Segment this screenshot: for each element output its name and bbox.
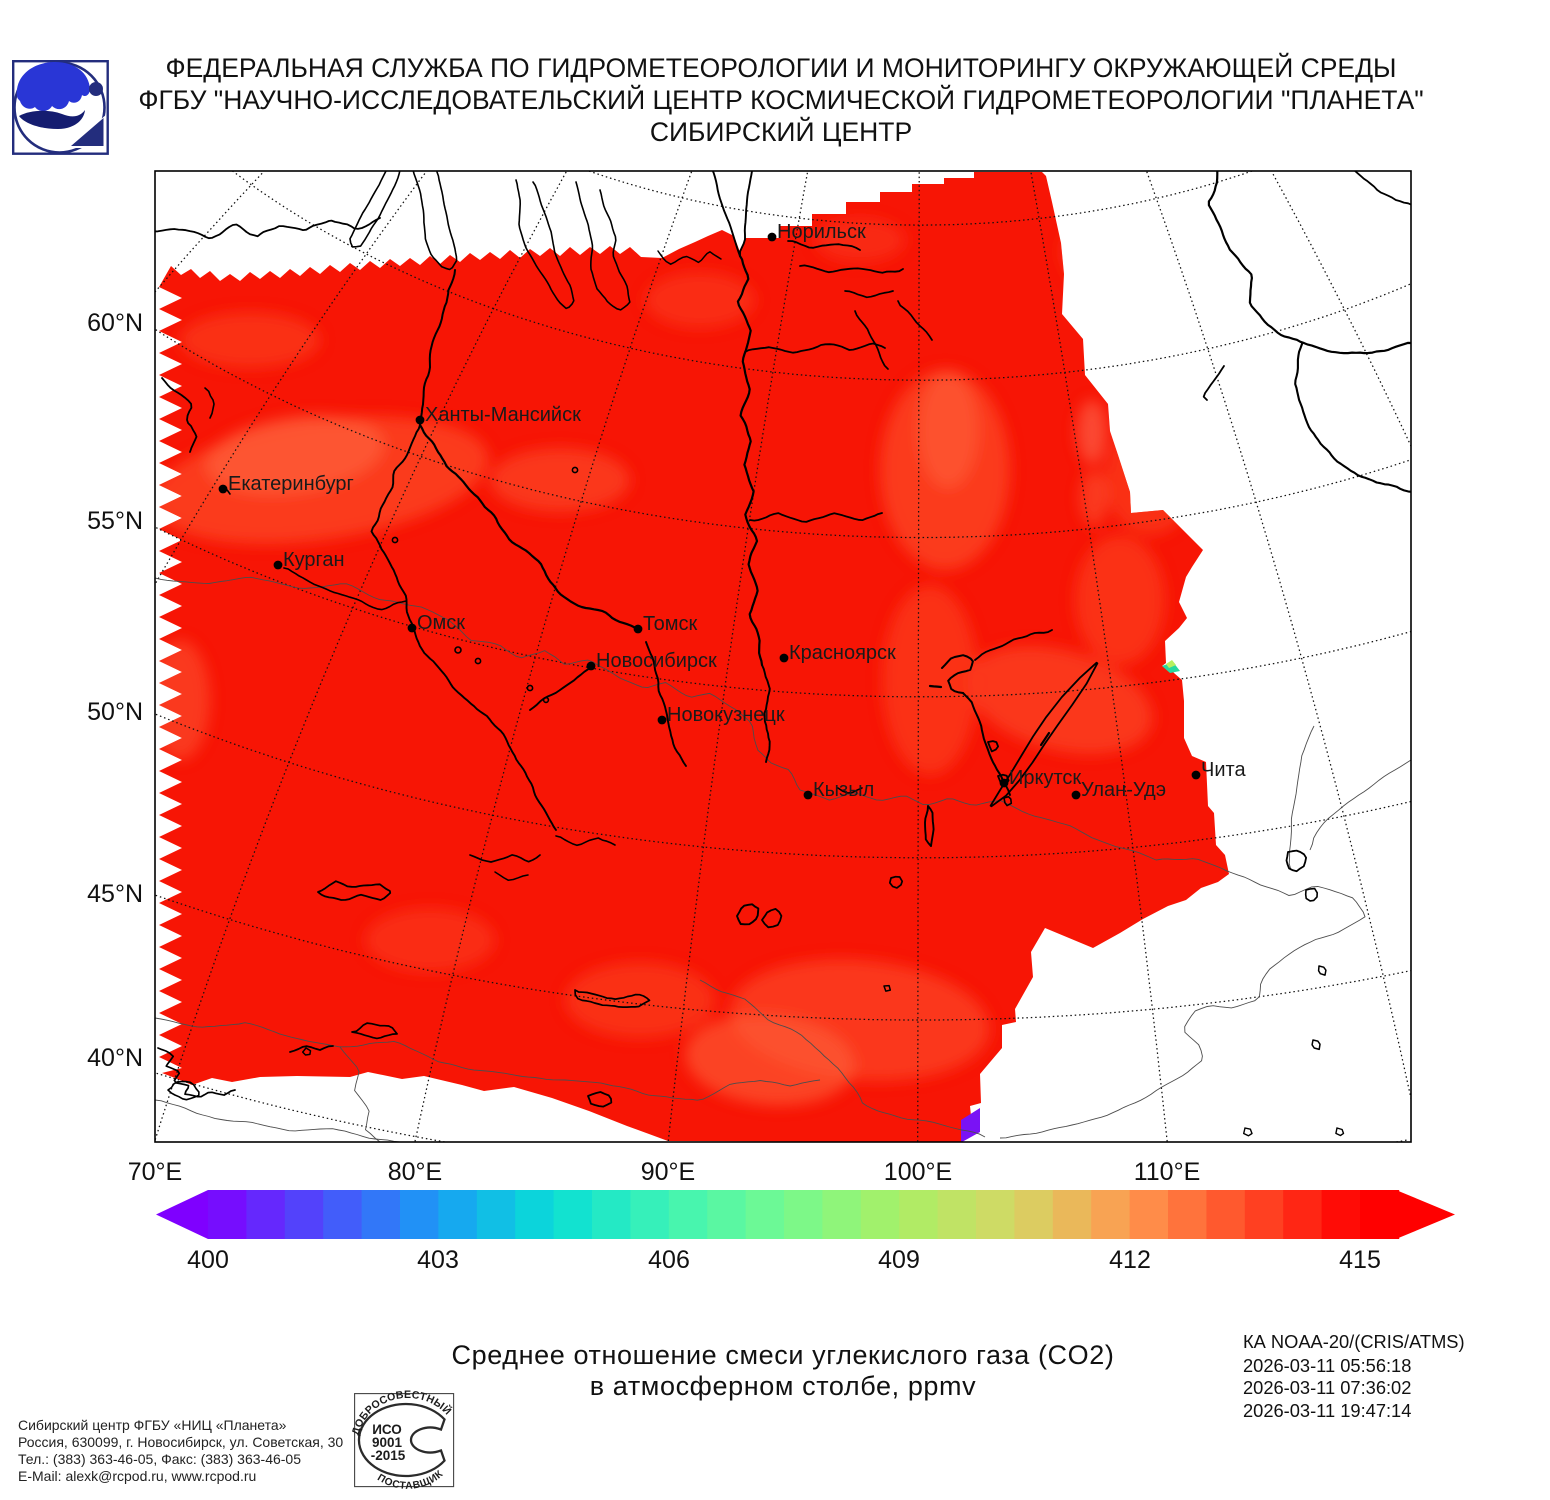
svg-text:Ханты-Мансийск: Ханты-Мансийск [425, 404, 581, 426]
svg-text:Омск: Омск [417, 612, 465, 634]
svg-text:Чита: Чита [1201, 759, 1246, 781]
svg-text:45°N: 45°N [87, 880, 143, 908]
svg-text:110°E: 110°E [1134, 1158, 1201, 1186]
svg-text:в атмосферном столбе, ppmv: в атмосферном столбе, ppmv [590, 1371, 977, 1401]
svg-text:70°E: 70°E [128, 1158, 182, 1186]
svg-text:E-Mail: alexk@rcpod.ru, www.rc: E-Mail: alexk@rcpod.ru, www.rcpod.ru [18, 1468, 256, 1484]
svg-text:Тел.: (383) 363-46-05, Факс: (: Тел.: (383) 363-46-05, Факс: (383) 363-4… [18, 1451, 301, 1467]
svg-text:90°E: 90°E [641, 1158, 695, 1186]
svg-text:Россия, 630099, г. Новосибирск: Россия, 630099, г. Новосибирск, ул. Сове… [18, 1434, 343, 1450]
svg-text:80°E: 80°E [388, 1158, 442, 1186]
svg-text:Норильск: Норильск [777, 221, 866, 243]
svg-text:2026-03-11 05:56:18: 2026-03-11 05:56:18 [1243, 1355, 1411, 1376]
svg-text:403: 403 [417, 1246, 459, 1274]
svg-text:100°E: 100°E [884, 1158, 952, 1186]
svg-text:400: 400 [187, 1246, 229, 1274]
svg-text:Екатеринбург: Екатеринбург [228, 473, 354, 495]
svg-text:50°N: 50°N [87, 698, 143, 726]
svg-text:Среднее отношение смеси углеки: Среднее отношение смеси углекислого газа… [452, 1340, 1115, 1370]
svg-text:-2015: -2015 [371, 1448, 406, 1463]
svg-text:40°N: 40°N [87, 1044, 143, 1072]
svg-text:Сибирский центр ФГБУ «НИЦ «Пла: Сибирский центр ФГБУ «НИЦ «Планета» [18, 1417, 287, 1433]
svg-text:ФЕДЕРАЛЬНАЯ СЛУЖБА ПО ГИДРОМЕТ: ФЕДЕРАЛЬНАЯ СЛУЖБА ПО ГИДРОМЕТЕОРОЛОГИИ … [165, 53, 1396, 83]
svg-text:Новокузнецк: Новокузнецк [667, 704, 785, 726]
svg-text:415: 415 [1339, 1246, 1381, 1274]
svg-text:60°N: 60°N [87, 309, 143, 337]
svg-text:СИБИРСКИЙ ЦЕНТР: СИБИРСКИЙ ЦЕНТР [650, 117, 912, 147]
svg-text:2026-03-11 19:47:14: 2026-03-11 19:47:14 [1243, 1400, 1411, 1421]
svg-text:55°N: 55°N [87, 507, 143, 535]
svg-text:КА NOAA-20/(CRIS/ATMS): КА NOAA-20/(CRIS/ATMS) [1243, 1331, 1465, 1352]
svg-text:2026-03-11 07:36:02: 2026-03-11 07:36:02 [1243, 1377, 1411, 1398]
svg-text:412: 412 [1109, 1246, 1151, 1274]
svg-text:ФГБУ "НАУЧНО-ИССЛЕДОВАТЕЛЬСКИЙ: ФГБУ "НАУЧНО-ИССЛЕДОВАТЕЛЬСКИЙ ЦЕНТР КОС… [138, 85, 1423, 115]
svg-text:Красноярск: Красноярск [789, 642, 896, 664]
svg-text:Кызыл: Кызыл [813, 779, 874, 801]
svg-text:Томск: Томск [643, 613, 698, 635]
svg-text:406: 406 [648, 1246, 690, 1274]
svg-text:Иркутск: Иркутск [1009, 767, 1081, 789]
svg-text:409: 409 [878, 1246, 920, 1274]
svg-text:Курган: Курган [283, 549, 345, 571]
svg-text:Новосибирск: Новосибирск [596, 650, 717, 672]
svg-text:9001: 9001 [372, 1435, 403, 1450]
svg-text:Улан-Удэ: Улан-Удэ [1081, 779, 1166, 801]
svg-text:ИСО: ИСО [372, 1422, 402, 1437]
